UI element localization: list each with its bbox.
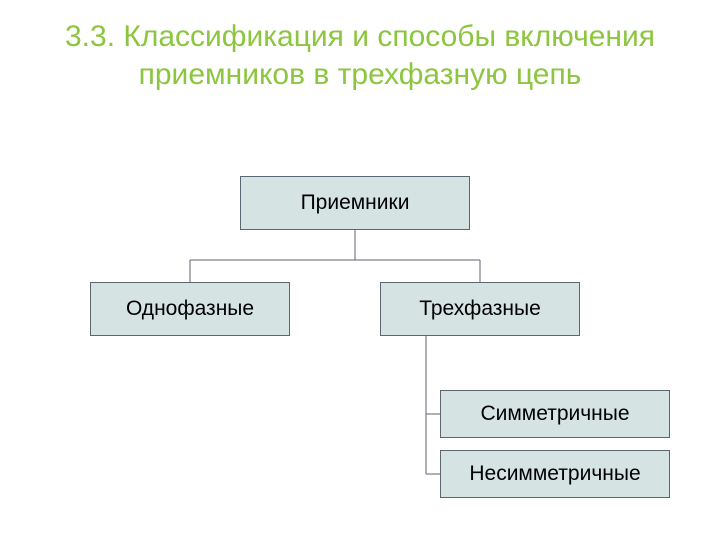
node-three-phase: Трехфазные [380, 282, 580, 336]
node-label: Симметричные [480, 402, 629, 426]
node-receivers: Приемники [240, 176, 470, 230]
node-label: Однофазные [126, 297, 254, 321]
node-symmetric: Симметричные [440, 390, 670, 438]
title-text: 3.3. Классификация и способы включения п… [65, 20, 655, 91]
node-single-phase: Однофазные [90, 282, 290, 336]
node-asymmetric: Несимметричные [440, 450, 670, 498]
page-title: 3.3. Классификация и способы включения п… [0, 0, 720, 93]
node-label: Приемники [301, 191, 410, 215]
node-label: Несимметричные [469, 462, 640, 486]
node-label: Трехфазные [419, 297, 541, 321]
